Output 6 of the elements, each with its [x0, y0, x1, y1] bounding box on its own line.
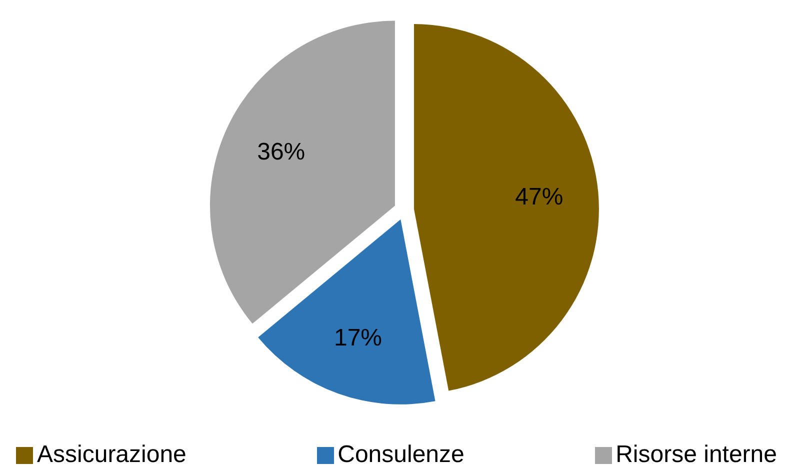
data-label: 17% [334, 324, 382, 352]
data-label: 47% [515, 184, 564, 211]
legend-label: Consulenze [338, 441, 464, 468]
data-label: 36% [257, 138, 306, 166]
legend-label: Risorse interne [616, 441, 777, 468]
legend-label: Assicurazione [37, 441, 186, 468]
